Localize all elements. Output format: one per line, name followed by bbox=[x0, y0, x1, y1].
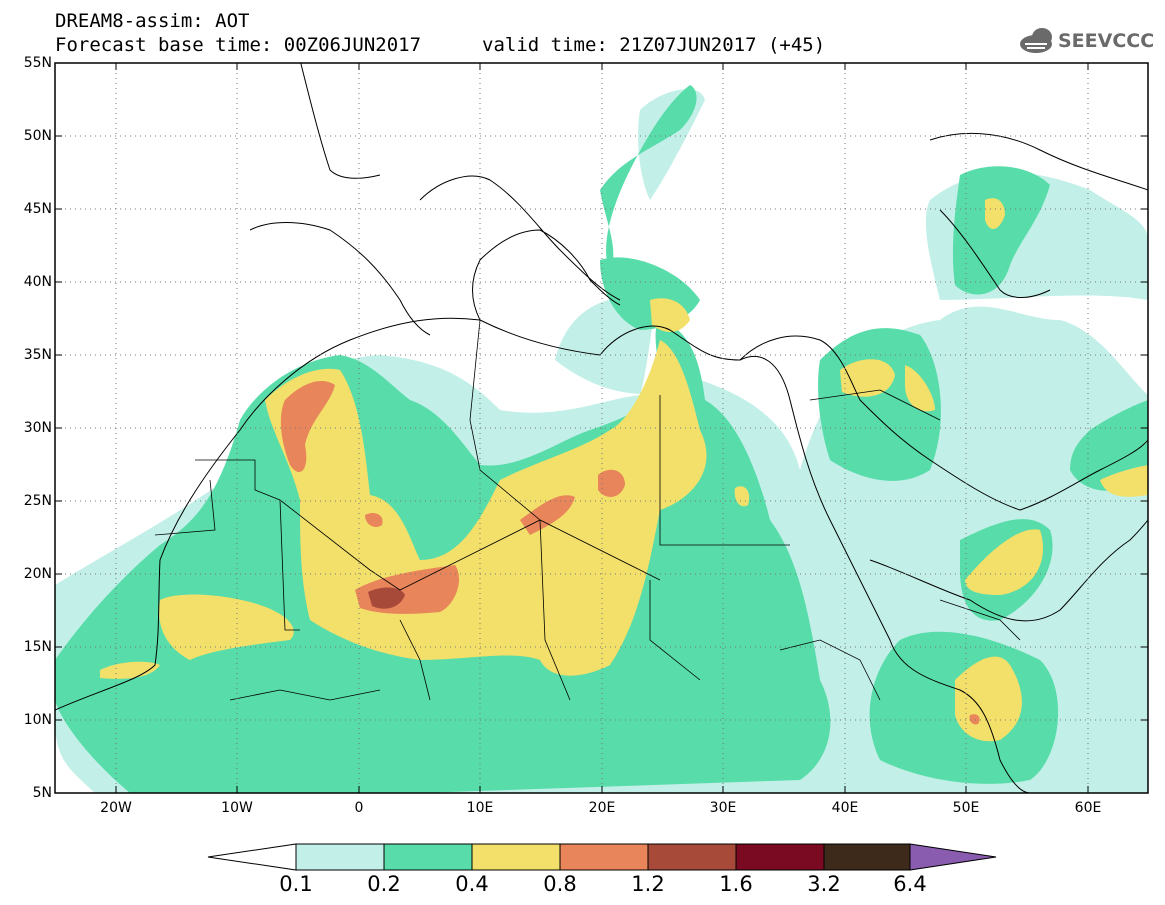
lat-label: 30N bbox=[23, 420, 52, 436]
logo-text: SEEVCCC bbox=[1058, 30, 1155, 52]
lon-label: 20W bbox=[100, 800, 132, 816]
forecast-base-time: Forecast base time: 00Z06JUN2017 bbox=[55, 34, 422, 56]
lon-label: 10E bbox=[466, 800, 494, 816]
lon-label: 10W bbox=[221, 800, 253, 816]
cloud-logo-icon bbox=[1020, 28, 1052, 53]
lon-label: 60E bbox=[1074, 800, 1102, 816]
colorbar-label: 3.2 bbox=[807, 872, 841, 896]
aot-shade-1.2 bbox=[368, 587, 405, 609]
colorbar-above bbox=[909, 843, 997, 871]
lat-label: 45N bbox=[23, 201, 52, 217]
lat-lon-grid bbox=[55, 63, 1148, 793]
colorbar-label: 1.2 bbox=[631, 872, 665, 896]
colorbar-bin-2 bbox=[383, 843, 473, 871]
lon-label: 0 bbox=[354, 800, 364, 816]
valid-time: valid time: 21Z07JUN2017 (+45) bbox=[482, 34, 826, 56]
lat-label: 15N bbox=[23, 639, 52, 655]
lat-label: 20N bbox=[23, 566, 52, 582]
coastlines bbox=[55, 63, 1148, 793]
lon-label: 20E bbox=[588, 800, 616, 816]
colorbar-bin-5 bbox=[647, 843, 737, 871]
lat-label: 55N bbox=[23, 55, 52, 71]
map-title: DREAM8-assim: AOT bbox=[55, 10, 250, 32]
colorbar-below bbox=[207, 843, 297, 871]
country-borders bbox=[154, 319, 1021, 701]
colorbar-label: 0.2 bbox=[367, 872, 401, 896]
colorbar-label: 1.6 bbox=[719, 872, 753, 896]
lat-label: 50N bbox=[23, 128, 52, 144]
colorbar-bin-4 bbox=[559, 843, 649, 871]
colorbar bbox=[207, 843, 997, 871]
colorbar-bin-7 bbox=[823, 843, 911, 871]
lon-label: 50E bbox=[952, 800, 980, 816]
colorbar-label: 0.8 bbox=[543, 872, 577, 896]
lat-label: 5N bbox=[32, 785, 52, 801]
axis-ticks bbox=[55, 63, 1148, 793]
colorbar-bin-3 bbox=[471, 843, 561, 871]
lon-label: 40E bbox=[831, 800, 859, 816]
lon-label: 30E bbox=[709, 800, 737, 816]
colorbar-bin-1 bbox=[295, 843, 385, 871]
colorbar-label: 0.1 bbox=[279, 872, 313, 896]
colorbar-label: 6.4 bbox=[893, 872, 927, 896]
colorbar-bin-6 bbox=[735, 843, 825, 871]
lat-label: 25N bbox=[23, 493, 52, 509]
lat-label: 10N bbox=[23, 712, 52, 728]
lat-label: 35N bbox=[23, 347, 52, 363]
lat-label: 40N bbox=[23, 274, 52, 290]
colorbar-label: 0.4 bbox=[455, 872, 489, 896]
